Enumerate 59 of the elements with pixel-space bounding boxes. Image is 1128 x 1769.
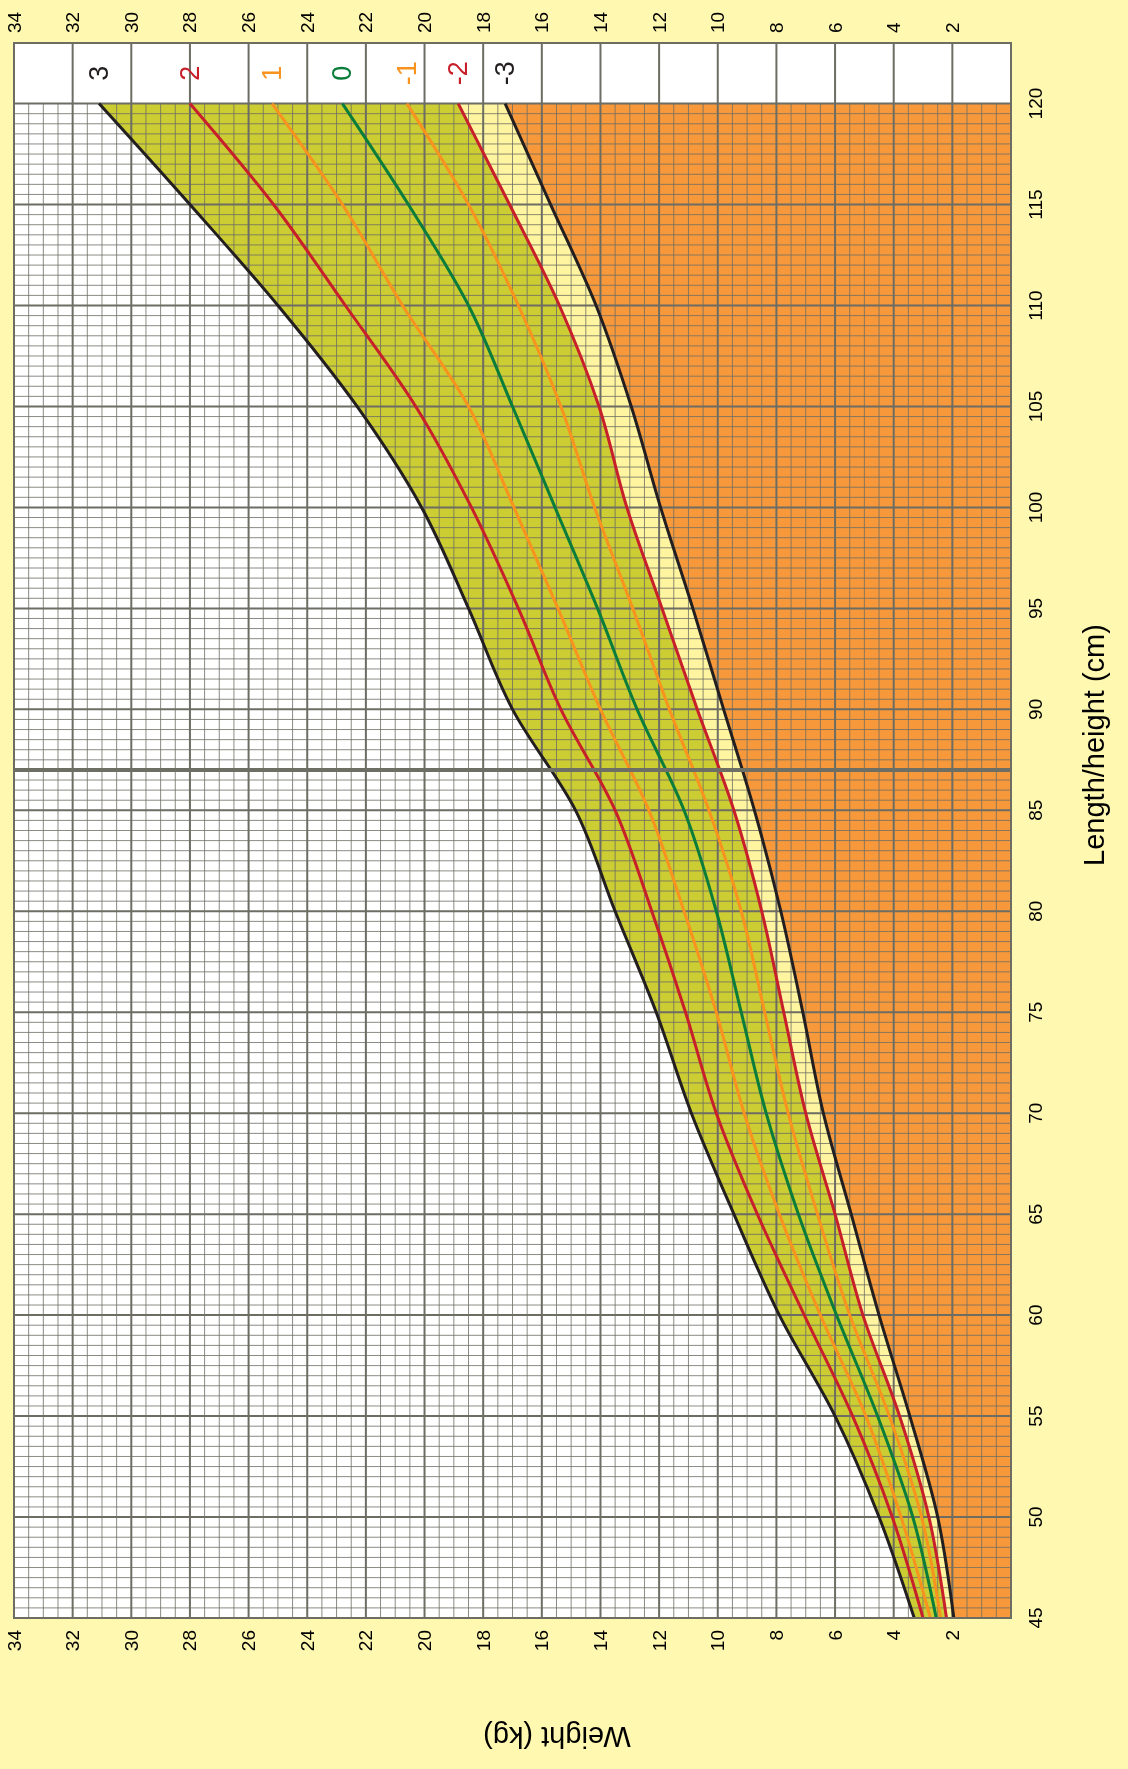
x-axis-title: Weight (kg) <box>483 1721 631 1753</box>
text: -3 <box>490 61 521 86</box>
x2-tick-label: 10 <box>707 1630 729 1652</box>
x-tick-label: 24 <box>296 11 318 33</box>
y-tick-label: 120 <box>1024 87 1046 120</box>
text: 1 <box>257 65 288 81</box>
text: 2 <box>174 65 205 81</box>
x2-tick-label: 2 <box>941 1630 963 1641</box>
x2-tick-label: 26 <box>238 1630 260 1652</box>
x2-tick-label: 6 <box>824 1630 846 1641</box>
x2-tick-label: 20 <box>414 1630 436 1652</box>
y-tick-label: 65 <box>1024 1203 1046 1225</box>
x-tick-label: 16 <box>531 11 553 33</box>
x2-tick-label: 34 <box>3 1629 25 1652</box>
x2-tick-label: 30 <box>120 1630 142 1652</box>
x-tick-label: 2 <box>941 22 963 33</box>
y-tick-label: 60 <box>1024 1304 1046 1326</box>
y-tick-label: 50 <box>1024 1506 1046 1528</box>
y-tick-label: 75 <box>1024 1001 1046 1023</box>
y-tick-label: 115 <box>1024 189 1046 220</box>
x-tick-label: 20 <box>414 11 436 33</box>
x2-tick-label: 14 <box>589 1629 611 1652</box>
x2-tick-label: 8 <box>765 1630 787 1641</box>
text: -1 <box>391 61 422 86</box>
x2-tick-label: 16 <box>531 1630 553 1652</box>
x2-tick-label: 32 <box>62 1630 84 1652</box>
x2-tick-label: 12 <box>648 1630 670 1652</box>
y-tick-label: 110 <box>1024 290 1046 321</box>
y-tick-label: 85 <box>1024 799 1046 821</box>
x-tick-label: 26 <box>238 11 260 33</box>
y-tick-label: 95 <box>1024 597 1046 619</box>
y-tick-label: 100 <box>1024 491 1046 524</box>
x-tick-label: 12 <box>648 11 670 33</box>
y-tick-label: 70 <box>1024 1102 1046 1124</box>
x2-tick-label: 4 <box>883 1629 905 1641</box>
x2-tick-label: 28 <box>179 1630 201 1652</box>
x2-tick-label: 18 <box>472 1630 494 1652</box>
y-axis-title: Length/height (cm) <box>1078 624 1110 866</box>
x-tick-label: 30 <box>120 11 142 33</box>
x-tick-label: 8 <box>765 22 787 33</box>
x-tick-label: 6 <box>824 22 846 33</box>
y-tick-label: 55 <box>1024 1405 1046 1427</box>
x-tick-label: 18 <box>472 11 494 33</box>
y-tick-label: 45 <box>1024 1607 1046 1629</box>
x-tick-label: 22 <box>355 11 377 33</box>
y-tick-label: 80 <box>1024 900 1046 922</box>
text: 3 <box>84 65 115 81</box>
x2-tick-label: 22 <box>355 1630 377 1652</box>
x-tick-label: 14 <box>589 11 611 33</box>
x-tick-label: 4 <box>883 22 905 33</box>
x-tick-label: 28 <box>179 11 201 33</box>
text: -2 <box>443 61 474 86</box>
x-tick-label: 32 <box>62 11 84 33</box>
x-tick-label: 10 <box>707 11 729 33</box>
y-tick-label: 105 <box>1024 390 1046 423</box>
y-tick-label: 90 <box>1024 698 1046 720</box>
x-tick-label: 34 <box>3 11 25 33</box>
x2-tick-label: 24 <box>296 1629 318 1652</box>
text: 0 <box>327 65 358 81</box>
